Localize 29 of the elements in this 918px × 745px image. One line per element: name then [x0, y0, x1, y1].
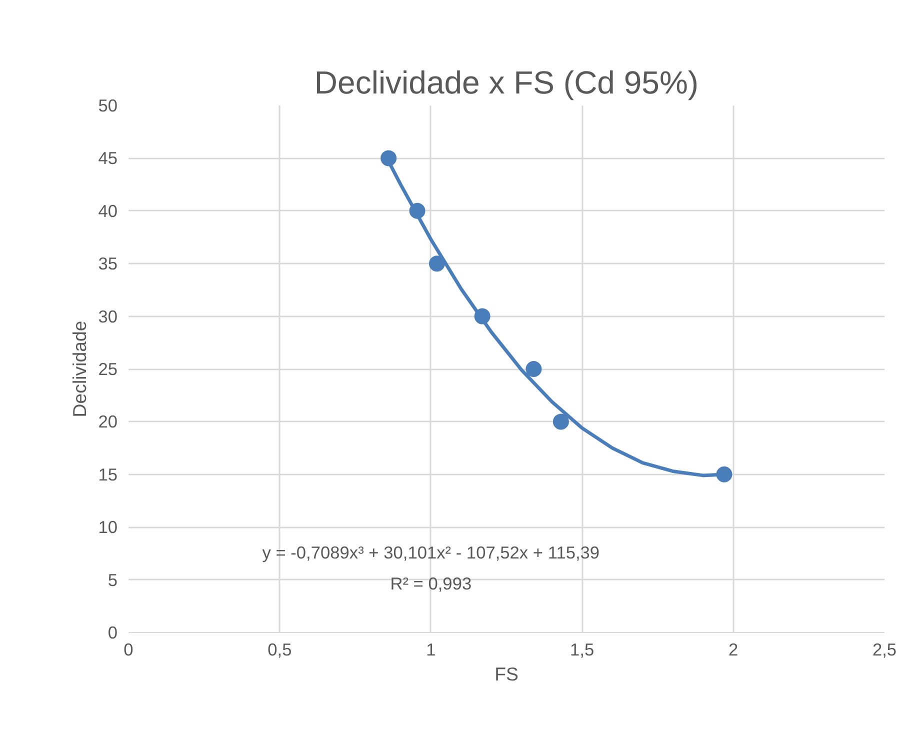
x-tick-label: 2,5: [872, 640, 897, 660]
point: [474, 308, 490, 324]
y-tick-label: 25: [98, 359, 118, 379]
x-tick-label: 0,5: [268, 640, 292, 660]
annotation: y = -0,7089x³ + 30,101x² - 107,52x + 115,39: [262, 542, 600, 562]
y-axis-title: Declividade: [69, 320, 90, 418]
point: [428, 256, 445, 272]
y-tick-label: 15: [98, 464, 118, 484]
x-tick-label: 1,5: [570, 640, 594, 660]
point: [380, 150, 397, 166]
annotation: R² = 0,993: [390, 573, 472, 594]
y-tick-label: 30: [98, 306, 118, 326]
y-tick-label: 5: [108, 570, 118, 590]
y-tick-label: 0: [108, 622, 118, 642]
y-tick-label: 35: [98, 254, 118, 274]
x-axis-title: FS: [494, 664, 518, 684]
y-tick-label: 45: [98, 148, 118, 168]
x-tick-label: 1: [426, 640, 436, 660]
y-tick-label: 50: [98, 96, 118, 116]
chart-title: Declividade x FS (Cd 95%): [314, 64, 699, 100]
y-tick-label: 40: [98, 200, 118, 221]
point: [716, 466, 732, 482]
x-tick-label: 2: [728, 640, 738, 660]
point: [409, 202, 426, 219]
y-tick-label: 10: [98, 517, 118, 538]
point: [552, 414, 569, 430]
x-tick-label: 0: [124, 640, 134, 660]
point: [526, 361, 542, 377]
y-tick-label: 20: [98, 412, 118, 432]
